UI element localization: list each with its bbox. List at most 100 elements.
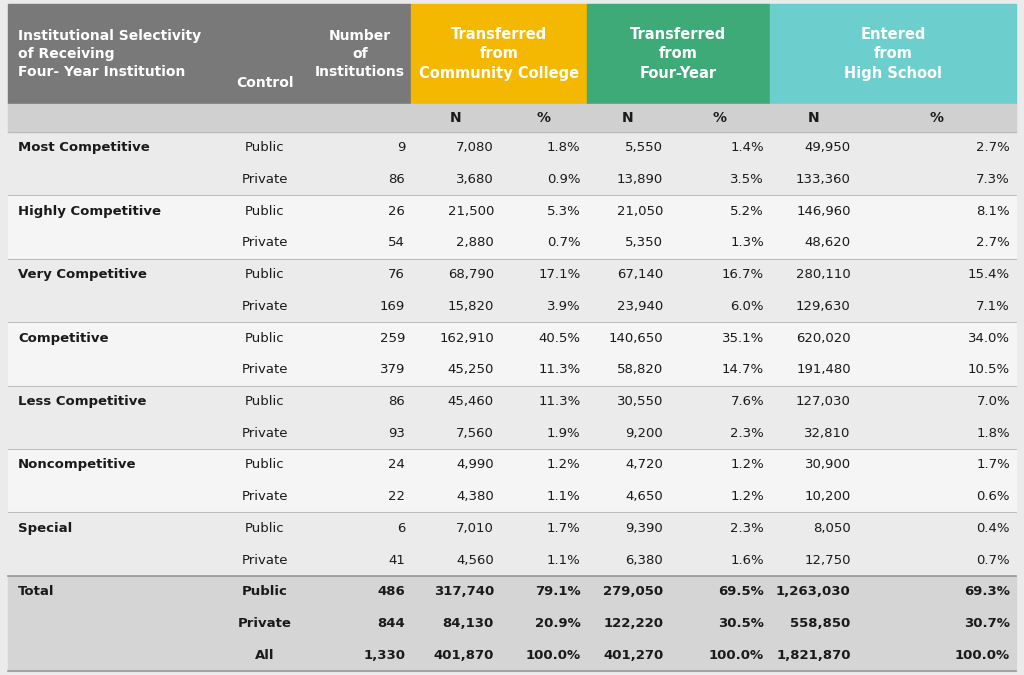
Bar xyxy=(8,164,1016,195)
Bar xyxy=(770,4,1016,104)
Text: 9: 9 xyxy=(397,141,406,155)
Text: 40.5%: 40.5% xyxy=(539,331,581,345)
Text: 7.0%: 7.0% xyxy=(976,395,1010,408)
Text: 26: 26 xyxy=(388,205,406,218)
Bar xyxy=(8,544,1016,576)
Text: 10.5%: 10.5% xyxy=(968,363,1010,376)
Text: Private: Private xyxy=(242,300,289,313)
Text: 5,550: 5,550 xyxy=(626,141,664,155)
Text: 4,560: 4,560 xyxy=(456,554,494,566)
Bar xyxy=(8,639,1016,671)
Text: Institutional Selectivity
of Receiving
Four- Year Institution: Institutional Selectivity of Receiving F… xyxy=(18,28,201,80)
Text: 3.9%: 3.9% xyxy=(547,300,581,313)
Text: 169: 169 xyxy=(380,300,406,313)
Text: 1.3%: 1.3% xyxy=(730,236,764,250)
Text: 2,880: 2,880 xyxy=(456,236,494,250)
Text: 280,110: 280,110 xyxy=(796,268,851,281)
Text: 162,910: 162,910 xyxy=(439,331,494,345)
Text: 6,380: 6,380 xyxy=(626,554,664,566)
Text: 379: 379 xyxy=(380,363,406,376)
Text: 844: 844 xyxy=(378,617,406,630)
Text: Private: Private xyxy=(242,490,289,503)
Bar xyxy=(8,576,1016,608)
Text: 4,380: 4,380 xyxy=(456,490,494,503)
Bar xyxy=(8,322,1016,354)
Text: Number
of
Institutions: Number of Institutions xyxy=(314,28,404,80)
Text: 1.2%: 1.2% xyxy=(547,458,581,471)
Bar xyxy=(8,259,1016,290)
Text: 3,680: 3,680 xyxy=(456,173,494,186)
Text: Total: Total xyxy=(18,585,54,598)
Text: %: % xyxy=(713,111,727,125)
Text: 1.8%: 1.8% xyxy=(976,427,1010,439)
Text: Very Competitive: Very Competitive xyxy=(18,268,146,281)
Bar xyxy=(8,512,1016,544)
Text: 1,330: 1,330 xyxy=(364,649,406,662)
Text: 127,030: 127,030 xyxy=(796,395,851,408)
Text: 58,820: 58,820 xyxy=(617,363,664,376)
Text: Public: Public xyxy=(245,522,285,535)
Bar xyxy=(8,195,1016,227)
Text: Private: Private xyxy=(242,427,289,439)
Text: 17.1%: 17.1% xyxy=(539,268,581,281)
Bar xyxy=(8,481,1016,512)
Text: 9,390: 9,390 xyxy=(626,522,664,535)
Text: 49,950: 49,950 xyxy=(805,141,851,155)
Text: 5.3%: 5.3% xyxy=(547,205,581,218)
Bar xyxy=(412,4,587,104)
Bar xyxy=(8,417,1016,449)
Text: Most Competitive: Most Competitive xyxy=(18,141,150,155)
Text: 401,270: 401,270 xyxy=(603,649,664,662)
Text: 20.9%: 20.9% xyxy=(535,617,581,630)
Text: 0.4%: 0.4% xyxy=(977,522,1010,535)
Text: 21,050: 21,050 xyxy=(616,205,664,218)
Text: 0.7%: 0.7% xyxy=(547,236,581,250)
Text: Private: Private xyxy=(242,173,289,186)
Text: 140,650: 140,650 xyxy=(608,331,664,345)
Text: 4,720: 4,720 xyxy=(626,458,664,471)
Text: 30,900: 30,900 xyxy=(805,458,851,471)
Text: 279,050: 279,050 xyxy=(603,585,664,598)
Text: 15.4%: 15.4% xyxy=(968,268,1010,281)
Bar xyxy=(8,385,1016,417)
Text: 2.3%: 2.3% xyxy=(730,427,764,439)
Text: 84,130: 84,130 xyxy=(442,617,494,630)
Text: All: All xyxy=(255,649,274,662)
Text: 7,560: 7,560 xyxy=(456,427,494,439)
Text: 191,480: 191,480 xyxy=(796,363,851,376)
Bar xyxy=(8,449,1016,481)
Bar xyxy=(8,608,1016,639)
Text: 1.8%: 1.8% xyxy=(547,141,581,155)
Text: 129,630: 129,630 xyxy=(796,300,851,313)
Text: 122,220: 122,220 xyxy=(603,617,664,630)
Text: %: % xyxy=(930,111,943,125)
Text: N: N xyxy=(808,111,819,125)
Text: 259: 259 xyxy=(380,331,406,345)
Text: 1.2%: 1.2% xyxy=(730,490,764,503)
Text: 79.1%: 79.1% xyxy=(535,585,581,598)
Text: 100.0%: 100.0% xyxy=(709,649,764,662)
Bar xyxy=(8,290,1016,322)
Text: 12,750: 12,750 xyxy=(804,554,851,566)
Text: Control: Control xyxy=(237,76,294,90)
Text: Private: Private xyxy=(242,554,289,566)
Text: 558,850: 558,850 xyxy=(791,617,851,630)
Text: Public: Public xyxy=(245,205,285,218)
Text: 86: 86 xyxy=(388,173,406,186)
Text: 1,821,870: 1,821,870 xyxy=(776,649,851,662)
Text: Private: Private xyxy=(242,236,289,250)
Text: 34.0%: 34.0% xyxy=(968,331,1010,345)
Text: Public: Public xyxy=(245,268,285,281)
Text: 35.1%: 35.1% xyxy=(722,331,764,345)
Text: 0.9%: 0.9% xyxy=(547,173,581,186)
Bar xyxy=(587,4,770,104)
Text: 21,500: 21,500 xyxy=(447,205,494,218)
Text: 1.9%: 1.9% xyxy=(547,427,581,439)
Text: 76: 76 xyxy=(388,268,406,281)
Bar xyxy=(8,354,1016,385)
Text: 620,020: 620,020 xyxy=(796,331,851,345)
Text: N: N xyxy=(623,111,634,125)
Text: 32,810: 32,810 xyxy=(805,427,851,439)
Bar xyxy=(8,227,1016,259)
Text: 54: 54 xyxy=(388,236,406,250)
